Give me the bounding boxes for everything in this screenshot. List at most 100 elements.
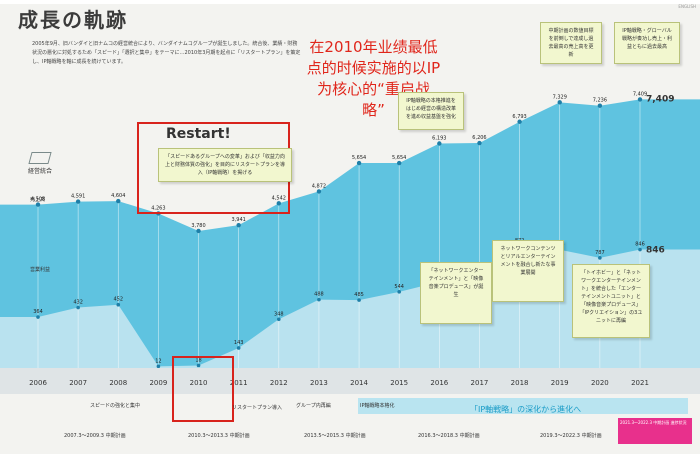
plan-4: 2016.3〜2018.3 中期計画 (418, 433, 480, 439)
plan-3: 2013.5〜2015.3 中期計画 (304, 433, 366, 439)
profit-value-label: 143 (234, 340, 244, 346)
profit-point (638, 247, 642, 252)
profit-value-label: 846 (635, 242, 645, 248)
sales-value-label: 4,872 (312, 183, 326, 189)
sales-point (437, 141, 442, 146)
callout-4: 「ネットワークエンターテインメント」と「映像音楽プロデュース」が誕生 (420, 262, 492, 324)
timeline-item-3: グループ内再編 (296, 403, 331, 409)
top-strip (0, 0, 700, 4)
profit-point (317, 297, 321, 302)
callout-1: IP軸戦略の本格推進をはじめ経営の構造改革を進め収益基盤を強化 (398, 92, 464, 130)
sales-value-label: 4,591 (71, 194, 85, 200)
year-label: 2014 (350, 379, 368, 387)
year-label: 2016 (430, 379, 449, 387)
profit-point (36, 315, 40, 319)
profit-point (116, 302, 121, 307)
plan-1: 2007.3〜2009.3 中期計画 (64, 433, 126, 439)
sales-final-label: 7,409 (646, 94, 674, 104)
profit-point (357, 298, 361, 302)
sales-point (316, 189, 322, 194)
profit-point (277, 317, 281, 322)
year-label: 2017 (470, 379, 489, 387)
profit-value-label: 787 (595, 250, 605, 256)
profit-final-label: 846 (646, 246, 665, 256)
sales-value-label: 5,654 (352, 155, 366, 161)
profit-value-label: 485 (354, 292, 364, 298)
sales-point (477, 140, 482, 146)
sales-value-label: 6,793 (512, 114, 526, 120)
sales-point (196, 228, 201, 234)
timeline-item-4: IP軸戦略本格化 (360, 403, 395, 409)
profit-axis-label: 営業利益 (30, 267, 51, 273)
intro-text: 2005年9月、旧バンダイと旧ナムコの経営統合により、バンダイナムコグループが誕… (32, 41, 301, 65)
profit-value-label: 544 (394, 284, 404, 290)
year-label: 2021 (631, 379, 649, 387)
sales-point (597, 103, 603, 108)
restart-label: Restart! (166, 126, 231, 142)
year-label: 2012 (269, 379, 288, 387)
brand-tag-label: 経営統合 (27, 168, 52, 175)
sales-value-label: 5,654 (392, 155, 406, 161)
sales-point (236, 222, 241, 228)
callout-2: 中期計画の数値目標を前倒しで達成し過去最高の売上高を更新 (540, 22, 602, 64)
sales-point (557, 100, 562, 105)
sales-point (397, 160, 402, 166)
sales-value-label: 4,263 (151, 205, 165, 211)
profit-point (397, 290, 402, 294)
profit-point (196, 363, 201, 368)
sales-point (75, 199, 81, 204)
sales-value-label: 6,193 (432, 136, 446, 142)
profit-value-label: 488 (314, 292, 324, 298)
hexagon-icon (28, 152, 52, 164)
year-label: 2006 (29, 379, 47, 387)
callout-3: IP軸戦略・グローバル戦略が奏功し売上・利益ともに過去最高 (614, 22, 680, 64)
sales-value-label: 7,236 (593, 98, 607, 104)
plan-5: 2019.3〜2022.3 中期計画 (540, 433, 602, 439)
sales-value-label: 7,409 (633, 91, 647, 97)
year-label: 2008 (109, 379, 128, 387)
year-label: 2011 (229, 379, 248, 387)
timeline-item-1: スピードの強化と集中 (90, 403, 141, 409)
year-label: 2020 (590, 379, 609, 387)
timeline-item-2: リスタートプラン導入 (232, 405, 283, 411)
profit-value-label: 18 (195, 357, 201, 363)
profit-value-label: 432 (73, 300, 83, 306)
sales-point (356, 160, 362, 166)
sales-point (35, 202, 41, 207)
corner-label: ENGLISH (678, 4, 696, 9)
profit-point (76, 305, 80, 310)
callout-5: ネットワークコンテンツとリアルエンターテインメントを融合し新たな事業展開 (492, 240, 564, 302)
profit-value-label: 364 (33, 309, 43, 315)
profit-point (598, 256, 602, 260)
plan-2: 2010.3〜2013.3 中期計画 (188, 433, 250, 439)
sales-point (276, 201, 281, 206)
brand-tag: 経営統合 (22, 152, 58, 175)
sales-value-label: 6,206 (472, 135, 486, 141)
year-label: 2018 (510, 379, 529, 387)
sales-value-label: 3,941 (232, 217, 246, 223)
profit-point (236, 346, 241, 350)
profit-value-label: 452 (113, 297, 123, 303)
year-2010-highlight-box (172, 356, 234, 422)
year-label: 2007 (69, 379, 88, 387)
timeline-banner: 「IP軸戦略」の深化から進化へ (470, 405, 582, 414)
year-label: 2013 (310, 379, 328, 387)
year-label: 2019 (550, 379, 569, 387)
sales-point (517, 119, 522, 124)
sales-point (116, 198, 121, 204)
sales-value-label: 4,508 (31, 197, 45, 203)
profit-value-label: 12 (155, 358, 161, 364)
sales-value-label: 3,780 (191, 223, 205, 229)
sales-value-label: 4,542 (272, 195, 286, 201)
sales-axis-label: 売上高 (30, 197, 46, 203)
red-annotation: 在2010年业绩最低点的时候实施的以IP为核心的“重启战略” (306, 38, 441, 119)
sales-value-label: 7,329 (553, 94, 567, 100)
year-label: 2010 (189, 379, 208, 387)
sales-value-label: 4,604 (111, 193, 125, 199)
year-label: 2009 (149, 379, 168, 387)
timeline-arrow (358, 398, 688, 414)
sales-point (637, 97, 643, 102)
footer-note: 2021.3〜2022.3 中期計画 進捗状況 (618, 418, 692, 444)
profit-value-label: 348 (274, 311, 284, 317)
